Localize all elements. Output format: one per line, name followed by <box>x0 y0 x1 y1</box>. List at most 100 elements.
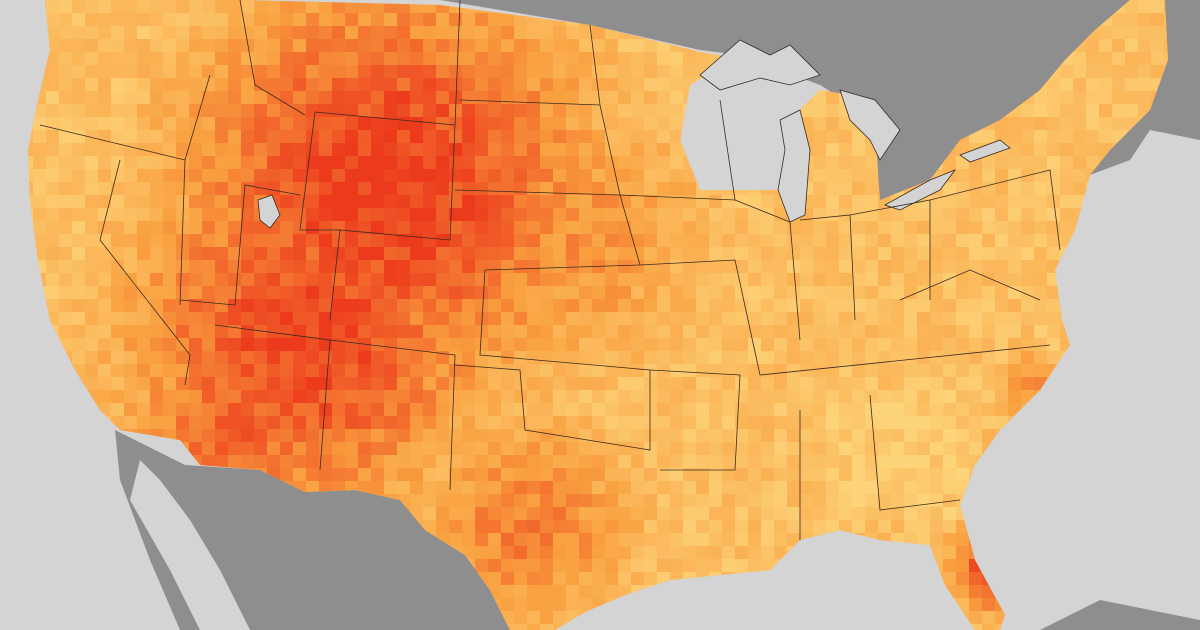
heat-cell <box>722 273 735 286</box>
heat-cell <box>735 429 748 442</box>
heat-cell <box>85 130 98 143</box>
heat-cell <box>553 481 566 494</box>
heat-cell <box>579 182 592 195</box>
heat-cell <box>657 429 670 442</box>
heat-cell <box>683 286 696 299</box>
heat-cell <box>293 390 306 403</box>
heat-cell <box>397 273 410 286</box>
heat-cell <box>449 260 462 273</box>
heat-cell <box>566 585 579 598</box>
heat-cell <box>891 338 904 351</box>
heat-cell <box>540 273 553 286</box>
heat-cell <box>670 533 683 546</box>
heat-cell <box>1034 117 1047 130</box>
heat-cell <box>917 234 930 247</box>
heat-cell <box>436 221 449 234</box>
heat-cell <box>137 182 150 195</box>
heat-cell <box>241 442 254 455</box>
heat-cell <box>501 182 514 195</box>
heat-cell <box>605 143 618 156</box>
heat-cell <box>358 351 371 364</box>
heat-cell <box>982 351 995 364</box>
heat-cell <box>462 338 475 351</box>
heat-cell <box>813 208 826 221</box>
heat-cell <box>579 598 592 611</box>
heat-cell <box>579 91 592 104</box>
heat-cell <box>1073 78 1086 91</box>
heat-cell <box>280 143 293 156</box>
heat-cell <box>72 39 85 52</box>
heat-cell <box>553 442 566 455</box>
heat-cell <box>462 221 475 234</box>
heat-cell <box>163 403 176 416</box>
heat-cell <box>150 351 163 364</box>
heat-cell <box>85 325 98 338</box>
heat-cell <box>683 468 696 481</box>
heat-cell <box>423 104 436 117</box>
heat-cell <box>306 325 319 338</box>
heat-cell <box>891 494 904 507</box>
heat-cell <box>540 377 553 390</box>
heat-cell <box>358 143 371 156</box>
heat-cell <box>735 338 748 351</box>
heat-cell <box>449 91 462 104</box>
heat-cell <box>137 299 150 312</box>
heat-cell <box>1034 208 1047 221</box>
heat-cell <box>605 208 618 221</box>
heat-cell <box>527 559 540 572</box>
heat-cell <box>488 338 501 351</box>
heat-cell <box>488 221 501 234</box>
heat-cell <box>1021 182 1034 195</box>
heat-cell <box>72 195 85 208</box>
heat-cell <box>163 260 176 273</box>
heat-cell <box>449 429 462 442</box>
heat-cell <box>501 247 514 260</box>
heat-cell <box>813 286 826 299</box>
heat-cell <box>371 26 384 39</box>
heat-cell <box>904 429 917 442</box>
heat-cell <box>124 286 137 299</box>
heat-cell <box>748 468 761 481</box>
heat-cell <box>787 442 800 455</box>
heat-cell <box>124 65 137 78</box>
heat-cell <box>696 416 709 429</box>
heat-cell <box>527 585 540 598</box>
heat-cell <box>553 546 566 559</box>
heat-cell <box>995 403 1008 416</box>
heat-cell <box>878 390 891 403</box>
heat-cell <box>462 260 475 273</box>
heat-cell <box>189 208 202 221</box>
heat-cell <box>150 195 163 208</box>
heat-cell <box>943 195 956 208</box>
heat-cell <box>137 416 150 429</box>
heat-cell <box>852 312 865 325</box>
heat-cell <box>592 26 605 39</box>
heat-cell <box>748 442 761 455</box>
heat-cell <box>124 130 137 143</box>
heat-cell <box>358 377 371 390</box>
heat-cell <box>124 39 137 52</box>
heat-cell <box>462 390 475 403</box>
heat-cell <box>1008 169 1021 182</box>
heat-cell <box>462 403 475 416</box>
heat-cell <box>982 312 995 325</box>
heat-cell <box>267 416 280 429</box>
heat-cell <box>306 39 319 52</box>
lake-huron <box>839 89 901 161</box>
heat-cell <box>774 390 787 403</box>
heat-cell <box>553 273 566 286</box>
heat-cell <box>384 169 397 182</box>
heat-cell <box>592 104 605 117</box>
heat-cell <box>241 182 254 195</box>
heat-cell <box>605 221 618 234</box>
heat-cell <box>592 286 605 299</box>
heat-cell <box>85 234 98 247</box>
heat-cell <box>293 13 306 26</box>
heat-cell <box>696 468 709 481</box>
heat-cell <box>215 364 228 377</box>
heat-cell <box>748 286 761 299</box>
heat-cell <box>98 338 111 351</box>
heat-cell <box>956 286 969 299</box>
heat-cell <box>46 286 59 299</box>
heat-cell <box>345 182 358 195</box>
